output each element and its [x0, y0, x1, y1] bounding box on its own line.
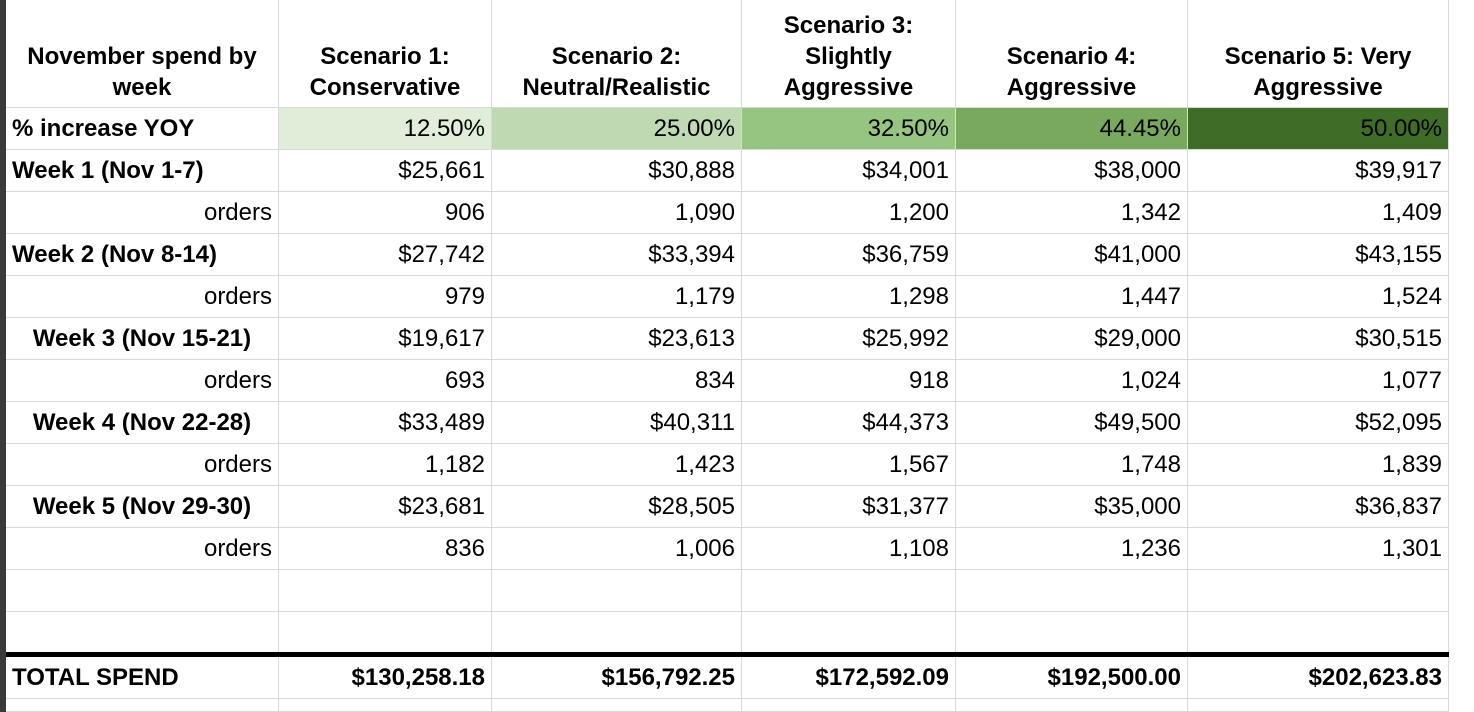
week-1-label[interactable]: Week 1 (Nov 1-7): [6, 150, 279, 192]
week-5-spend-scenario-5[interactable]: $36,837: [1188, 486, 1449, 528]
header-scenario-5[interactable]: Scenario 5: Very Aggressive: [1188, 0, 1449, 108]
week-4-orders-scenario-2[interactable]: 1,423: [492, 444, 742, 486]
week-4-spend-scenario-5[interactable]: $52,095: [1188, 402, 1449, 444]
week-5-spend-scenario-2[interactable]: $28,505: [492, 486, 742, 528]
week-4-spend-scenario-1[interactable]: $33,489: [279, 402, 492, 444]
week-3-spend-scenario-1[interactable]: $19,617: [279, 318, 492, 360]
week-5-spend-scenario-4[interactable]: $35,000: [956, 486, 1188, 528]
week-5-orders-label[interactable]: orders: [6, 528, 279, 570]
week-2-orders-scenario-5[interactable]: 1,524: [1188, 276, 1449, 318]
week-5-orders-scenario-1[interactable]: 836: [279, 528, 492, 570]
week-2-spend-scenario-3[interactable]: $36,759: [742, 234, 956, 276]
yoy-value-scenario-3[interactable]: 32.50%: [742, 108, 956, 150]
empty-cell[interactable]: [742, 612, 956, 654]
empty-cell[interactable]: [492, 570, 742, 612]
empty-cell[interactable]: [742, 699, 956, 712]
week-3-orders-scenario-4[interactable]: 1,024: [956, 360, 1188, 402]
empty-cell[interactable]: [6, 612, 279, 654]
week-3-spend-scenario-3[interactable]: $25,992: [742, 318, 956, 360]
empty-cell[interactable]: [6, 699, 279, 712]
empty-cell[interactable]: [279, 699, 492, 712]
header-scenario-2[interactable]: Scenario 2: Neutral/Realistic: [492, 0, 742, 108]
total-value-scenario-2[interactable]: $156,792.25: [492, 657, 742, 699]
header-scenario-3[interactable]: Scenario 3: Slightly Aggressive: [742, 0, 956, 108]
week-3-orders-label[interactable]: orders: [6, 360, 279, 402]
week-4-spend-scenario-2[interactable]: $40,311: [492, 402, 742, 444]
total-value-scenario-4[interactable]: $192,500.00: [956, 657, 1188, 699]
header-scenario-1[interactable]: Scenario 1: Conservative: [279, 0, 492, 108]
yoy-label-cell[interactable]: % increase YOY: [6, 108, 279, 150]
empty-cell[interactable]: [956, 699, 1188, 712]
week-3-label[interactable]: Week 3 (Nov 15-21): [6, 318, 279, 360]
week-2-label[interactable]: Week 2 (Nov 8-14): [6, 234, 279, 276]
week-3-orders-scenario-5[interactable]: 1,077: [1188, 360, 1449, 402]
week-5-orders-scenario-5[interactable]: 1,301: [1188, 528, 1449, 570]
week-1-orders-label[interactable]: orders: [6, 192, 279, 234]
empty-cell[interactable]: [956, 612, 1188, 654]
week-4-label[interactable]: Week 4 (Nov 22-28): [6, 402, 279, 444]
week-1-orders-scenario-3[interactable]: 1,200: [742, 192, 956, 234]
yoy-value-scenario-5[interactable]: 50.00%: [1188, 108, 1449, 150]
week-4-orders-label[interactable]: orders: [6, 444, 279, 486]
week-3-orders-scenario-1[interactable]: 693: [279, 360, 492, 402]
left-edge-bar: [0, 0, 6, 712]
week-1-orders-scenario-2[interactable]: 1,090: [492, 192, 742, 234]
week-5-spend-scenario-3[interactable]: $31,377: [742, 486, 956, 528]
week-2-orders-scenario-2[interactable]: 1,179: [492, 276, 742, 318]
week-5-orders-scenario-4[interactable]: 1,236: [956, 528, 1188, 570]
week-3-spend-scenario-2[interactable]: $23,613: [492, 318, 742, 360]
yoy-value-scenario-2[interactable]: 25.00%: [492, 108, 742, 150]
total-value-scenario-3[interactable]: $172,592.09: [742, 657, 956, 699]
week-2-orders-label[interactable]: orders: [6, 276, 279, 318]
week-1-orders-scenario-1[interactable]: 906: [279, 192, 492, 234]
yoy-value-scenario-4[interactable]: 44.45%: [956, 108, 1188, 150]
week-1-spend-scenario-2[interactable]: $30,888: [492, 150, 742, 192]
week-1-spend-scenario-3[interactable]: $34,001: [742, 150, 956, 192]
week-5-orders-scenario-2[interactable]: 1,006: [492, 528, 742, 570]
week-1-orders-scenario-5[interactable]: 1,409: [1188, 192, 1449, 234]
week-2-spend-scenario-1[interactable]: $27,742: [279, 234, 492, 276]
empty-cell[interactable]: [1188, 612, 1449, 654]
week-3-orders-scenario-3[interactable]: 918: [742, 360, 956, 402]
header-scenario-4[interactable]: Scenario 4: Aggressive: [956, 0, 1188, 108]
header-label-cell[interactable]: November spend by week: [6, 0, 279, 108]
empty-cell[interactable]: [6, 570, 279, 612]
week-4-orders-scenario-1[interactable]: 1,182: [279, 444, 492, 486]
week-4-spend-scenario-4[interactable]: $49,500: [956, 402, 1188, 444]
week-4-orders-scenario-5[interactable]: 1,839: [1188, 444, 1449, 486]
week-2-spend-scenario-2[interactable]: $33,394: [492, 234, 742, 276]
week-5-spend-scenario-1[interactable]: $23,681: [279, 486, 492, 528]
empty-cell[interactable]: [742, 570, 956, 612]
week-5-label[interactable]: Week 5 (Nov 29-30): [6, 486, 279, 528]
week-4-orders-scenario-4[interactable]: 1,748: [956, 444, 1188, 486]
week-2-spend-scenario-4[interactable]: $41,000: [956, 234, 1188, 276]
week-1-spend-scenario-4[interactable]: $38,000: [956, 150, 1188, 192]
week-1-spend-scenario-1[interactable]: $25,661: [279, 150, 492, 192]
week-2-orders-scenario-4[interactable]: 1,447: [956, 276, 1188, 318]
week-5-orders-scenario-3[interactable]: 1,108: [742, 528, 956, 570]
week-4-spend-scenario-3[interactable]: $44,373: [742, 402, 956, 444]
empty-cell[interactable]: [492, 612, 742, 654]
empty-cell[interactable]: [279, 570, 492, 612]
total-value-scenario-1[interactable]: $130,258.18: [279, 657, 492, 699]
week-2-orders-scenario-1[interactable]: 979: [279, 276, 492, 318]
total-separator-line: [6, 652, 1449, 657]
empty-cell[interactable]: [956, 570, 1188, 612]
empty-cell[interactable]: [279, 612, 492, 654]
week-1-spend-scenario-5[interactable]: $39,917: [1188, 150, 1449, 192]
week-1-orders-scenario-4[interactable]: 1,342: [956, 192, 1188, 234]
yoy-value-scenario-1[interactable]: 12.50%: [279, 108, 492, 150]
week-2-spend-scenario-5[interactable]: $43,155: [1188, 234, 1449, 276]
empty-cell[interactable]: [1188, 699, 1449, 712]
week-3-orders-scenario-2[interactable]: 834: [492, 360, 742, 402]
week-4-orders-scenario-3[interactable]: 1,567: [742, 444, 956, 486]
week-2-orders-scenario-3[interactable]: 1,298: [742, 276, 956, 318]
week-3-spend-scenario-5[interactable]: $30,515: [1188, 318, 1449, 360]
total-value-scenario-5[interactable]: $202,623.83: [1188, 657, 1449, 699]
empty-cell[interactable]: [1188, 570, 1449, 612]
week-3-spend-scenario-4[interactable]: $29,000: [956, 318, 1188, 360]
total-label-cell[interactable]: TOTAL SPEND: [6, 657, 279, 699]
empty-cell[interactable]: [492, 699, 742, 712]
